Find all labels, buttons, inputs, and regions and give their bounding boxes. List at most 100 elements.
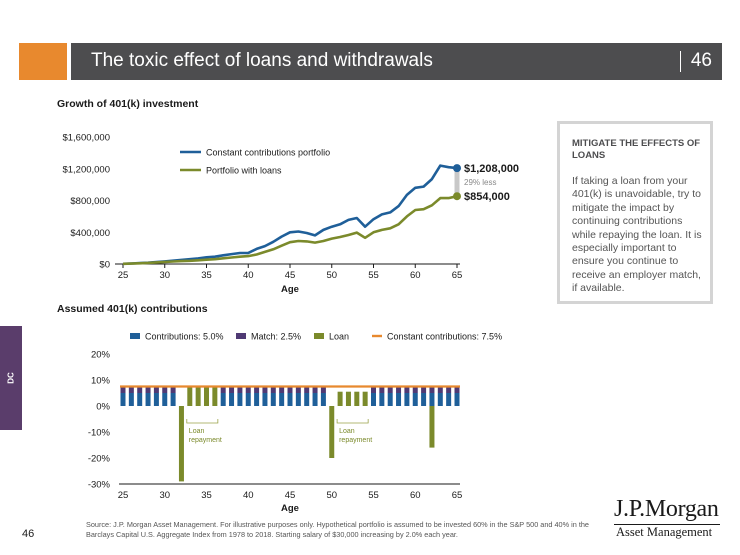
match-bar: [162, 386, 168, 393]
x-tick-label: 25: [118, 490, 129, 501]
loan-repayment-bracket: [186, 419, 219, 424]
loan-repayment-bar: [362, 391, 368, 406]
x-tick-label: 55: [368, 270, 379, 281]
match-bar: [279, 386, 285, 393]
match-bar: [229, 386, 235, 393]
growth-chart-title: Growth of 401(k) investment: [57, 98, 199, 110]
x-tick-label: 25: [118, 270, 129, 281]
match-bar: [421, 386, 427, 393]
loan-repayment-label-line: repayment: [339, 437, 372, 444]
x-tick-label: 35: [201, 490, 212, 501]
page-title: The toxic effect of loans and withdrawal…: [91, 50, 433, 71]
contribution-bar: [262, 393, 268, 406]
legend-contributions-swatch: [130, 333, 140, 339]
loan-withdrawal-bar: [329, 406, 335, 458]
y-tick-label: -20%: [88, 454, 111, 465]
callout-title: MITIGATE THE EFFECTS OF LOANS: [572, 138, 701, 161]
section-tab[interactable]: DC: [0, 326, 22, 430]
contributions-chart-title: Assumed 401(k) contributions: [57, 303, 208, 315]
y-tick-label: 10%: [91, 376, 111, 387]
y-tick-label: $400,000: [70, 228, 110, 239]
match-bar: [170, 386, 176, 393]
match-bar: [371, 386, 376, 393]
header-page-number: 46: [690, 50, 712, 71]
loan-repayment-bar: [195, 386, 201, 406]
logo-asset-management: Asset Management: [616, 525, 713, 539]
loan-repayment-bar: [345, 391, 351, 406]
difference-bar: [454, 168, 460, 197]
y-tick-label: $1,600,000: [62, 133, 110, 144]
loan-repayment-bar: [204, 386, 209, 406]
growth-chart: $0 $400,000 $800,000 $1,200,000 $1,600,000 25…: [62, 133, 519, 296]
match-bar: [270, 386, 276, 393]
match-bar: [379, 386, 385, 393]
contribution-bar: [153, 393, 159, 406]
loan-repayment-label-line: Loan: [339, 428, 355, 435]
contribution-bar: [162, 393, 168, 406]
loan-repayment-bar: [187, 386, 193, 406]
contribution-bar: [421, 393, 427, 406]
annotation-constant-value: $1,208,000: [464, 163, 519, 175]
contribution-bar: [145, 393, 151, 406]
match-bar: [304, 386, 310, 393]
loan-repayment-label: Loan repayment: [339, 428, 372, 444]
contribution-bar: [320, 393, 326, 406]
legend-loan-label: Loan: [329, 332, 349, 342]
header-bar: [71, 43, 722, 80]
contribution-bar: [304, 393, 310, 406]
contribution-bar: [270, 393, 276, 406]
match-bar: [404, 386, 410, 393]
annotation-percent-less: 29% less: [464, 178, 496, 187]
contribution-bar: [396, 393, 402, 406]
contribution-bar: [412, 393, 418, 406]
end-marker-constant: [453, 164, 461, 173]
match-bar: [387, 386, 393, 393]
contribution-bar: [128, 393, 134, 406]
callout-box: MITIGATE THE EFFECTS OF LOANS If taking …: [557, 121, 713, 304]
y-tick-label: $1,200,000: [62, 164, 110, 175]
y-tick-label: -30%: [88, 480, 111, 491]
legend-portfolio-with-loans-label: Portfolio with loans: [206, 166, 282, 176]
contribution-bar: [379, 393, 385, 406]
contribution-bar: [446, 393, 452, 406]
x-tick-label: 55: [368, 490, 379, 501]
x-tick-label: 50: [326, 270, 337, 281]
x-tick-label: 65: [452, 270, 463, 281]
legend-constant-contributions-label: Constant contributions portfolio: [206, 148, 330, 158]
match-bar: [295, 386, 301, 393]
y-tick-label: -10%: [88, 428, 111, 439]
contribution-bar: [229, 393, 235, 406]
header-accent: [19, 43, 67, 80]
x-tick-label: 30: [159, 270, 170, 281]
match-bar: [220, 386, 226, 393]
x-tick-label: 60: [410, 270, 421, 281]
match-bar: [312, 386, 318, 393]
match-bar: [446, 386, 452, 393]
loan-withdrawal-bar: [178, 406, 184, 482]
match-bar: [429, 386, 435, 393]
contribution-bar: [245, 393, 251, 406]
footer-page-number: 46: [22, 528, 35, 540]
match-bar: [245, 386, 251, 393]
contributions-chart: Contributions: 5.0% Match: 2.5% Loan Consta…: [88, 332, 502, 515]
match-bar: [320, 386, 326, 393]
loan-repayment-bar: [354, 391, 360, 406]
loan-repayment-bar: [212, 386, 218, 406]
x-tick-label: 40: [243, 490, 254, 501]
x-axis-label: Age: [281, 284, 299, 295]
contribution-bar: [387, 393, 393, 406]
loan-withdrawal-bar: [429, 406, 435, 448]
loans-portfolio-line: [122, 194, 458, 266]
contribution-bar: [279, 393, 285, 406]
match-bar: [128, 386, 134, 393]
contribution-bar: [404, 393, 410, 406]
contribution-bar: [237, 393, 243, 406]
legend-match-swatch: [236, 333, 246, 339]
contribution-bar: [220, 393, 226, 406]
x-tick-label: 50: [326, 490, 337, 501]
match-bar: [262, 386, 268, 393]
match-bar: [396, 386, 402, 393]
match-bar: [412, 386, 418, 393]
match-bar: [137, 386, 143, 393]
y-tick-label: 20%: [91, 350, 111, 361]
